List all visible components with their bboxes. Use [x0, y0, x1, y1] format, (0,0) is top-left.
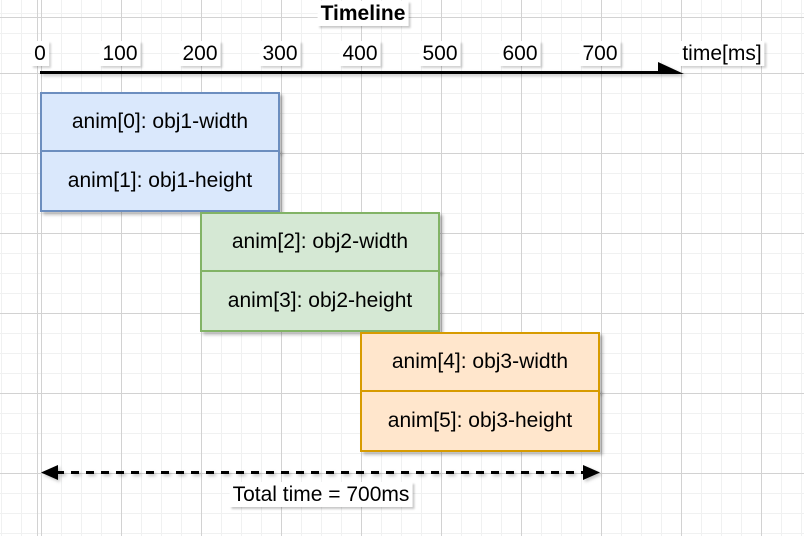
axis-tick-300: 300	[259, 41, 301, 66]
axis-tick-200: 200	[179, 41, 221, 66]
axis-tick-500: 500	[419, 41, 461, 66]
axis-tick-400: 400	[339, 41, 381, 66]
timeline-bar-anim-1: anim[1]: obj1-height	[40, 150, 280, 212]
total-time-arrowhead-right	[583, 465, 600, 480]
timeline-bar-anim-0: anim[0]: obj1-width	[40, 92, 280, 152]
axis-tick-0: 0	[31, 41, 49, 66]
timeline-bar-anim-4: anim[4]: obj3-width	[360, 332, 600, 392]
axis-tick-600: 600	[499, 41, 541, 66]
total-time-label: Total time = 700ms	[229, 482, 413, 507]
timeline-bar-anim-2: anim[2]: obj2-width	[200, 212, 440, 272]
axis-tick-100: 100	[99, 41, 141, 66]
time-axis-arrowhead	[658, 62, 684, 74]
time-axis-unit-label: time[ms]	[679, 41, 765, 66]
axis-tick-700: 700	[579, 41, 621, 66]
total-time-arrowhead-left	[41, 465, 58, 480]
timeline-bar-anim-5: anim[5]: obj3-height	[360, 390, 600, 452]
diagram-title: Timeline	[317, 1, 409, 26]
timeline-bar-anim-3: anim[3]: obj2-height	[200, 270, 440, 332]
